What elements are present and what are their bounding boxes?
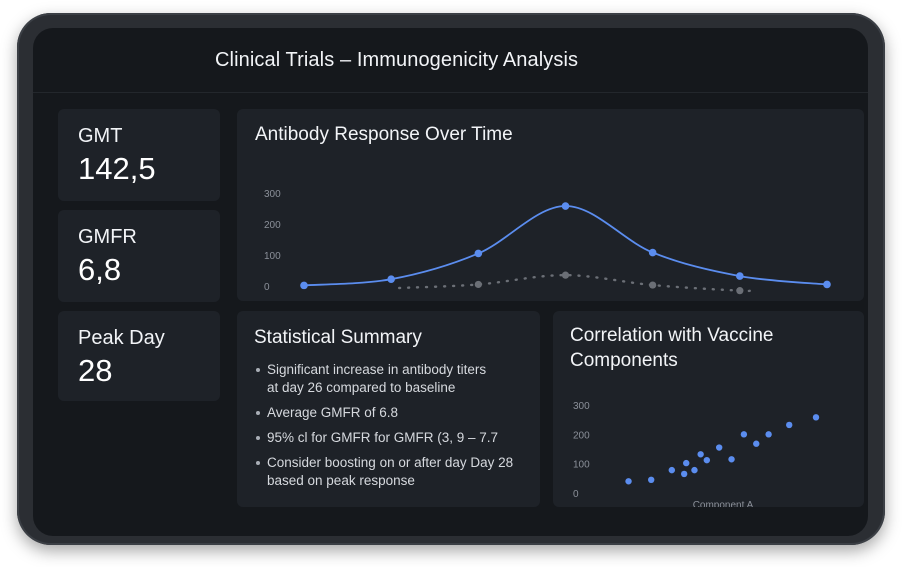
scatter-point — [680, 470, 688, 478]
summary-title: Statistical Summary — [254, 327, 422, 348]
kpi-label: GMT — [78, 125, 123, 147]
kpi-label: GMFR — [78, 226, 137, 248]
scatter-point — [625, 478, 632, 485]
kpi-value: 6,8 — [78, 252, 122, 287]
y-tick-label: 100 — [573, 460, 590, 471]
chart-title: Correlation with Vaccine Components — [570, 325, 774, 371]
kpi-value: 28 — [78, 353, 113, 388]
main-series-point — [387, 275, 395, 283]
bullet-icon — [256, 368, 260, 372]
chart-title: Antibody Response Over Time — [255, 124, 513, 145]
dotted-series-point — [649, 281, 657, 289]
app-header: Clinical Trials – Immunogenicity Analysi… — [33, 28, 868, 93]
scatter-point — [691, 466, 698, 474]
correlation-scatter-chart: 0 100 200 300 Component A — [573, 401, 820, 507]
y-tick-label: 0 — [264, 282, 270, 293]
correlation-card: Correlation with Vaccine Components 0 100… — [553, 311, 864, 507]
summary-item: Significant increase in antibody titers … — [255, 361, 540, 397]
main-series-point — [561, 202, 570, 210]
dotted-series-point — [736, 287, 744, 295]
scatter-point — [697, 451, 704, 458]
summary-item: Average GMFR of 6.8 — [255, 404, 540, 422]
main-series-point — [474, 249, 483, 258]
scatter-point — [715, 444, 723, 451]
bullet-icon — [256, 461, 260, 465]
summary-item-line: Average GMFR of 6.8 — [267, 405, 399, 420]
scatter-point — [683, 459, 690, 467]
y-tick-label: 0 — [573, 489, 579, 500]
y-tick-label: 200 — [573, 430, 590, 441]
x-axis-label: Component A — [693, 500, 754, 507]
summary-item-line: at day 26 compared to baseline — [267, 380, 456, 395]
scatter-point — [740, 431, 748, 438]
y-tick-label: 300 — [573, 401, 590, 412]
scatter-point — [786, 421, 793, 429]
main-series-point — [823, 280, 831, 289]
main-series-point — [300, 281, 308, 290]
summary-item-line: Significant increase in antibody titers — [267, 362, 487, 377]
dotted-series-point — [474, 280, 482, 289]
kpi-card-gmt: GMT 142,5 — [58, 109, 220, 201]
summary-list: Significant increase in antibody titers … — [255, 361, 540, 497]
main-series-point — [736, 272, 744, 280]
summary-item-line: 95% cl for GMFR for GMFR (3, 9 – 7.7 — [267, 430, 499, 445]
scatter-point — [703, 456, 711, 464]
antibody-response-card: Antibody Response Over Time 010020030007… — [237, 109, 864, 301]
dotted-series-line — [397, 273, 752, 293]
summary-item: Consider boosting on or after day Day 28… — [255, 454, 540, 490]
y-tick-label: 200 — [264, 220, 281, 231]
summary-item: 95% cl for GMFR for GMFR (3, 9 – 7.7 — [255, 429, 540, 447]
page-title: Clinical Trials – Immunogenicity Analysi… — [215, 49, 579, 71]
antibody-line-chart: 0100200300071421283542 — [264, 189, 831, 295]
kpi-label: Peak Day — [78, 327, 165, 349]
kpi-card-gmfr: GMFR 6,8 — [58, 210, 220, 302]
kpi-value: 142,5 — [78, 151, 156, 186]
app-screen: Clinical Trials – Immunogenicity Analysi… — [33, 28, 868, 536]
statistical-summary-card: Statistical Summary Significant increase… — [237, 311, 540, 507]
scatter-point — [728, 456, 735, 463]
scatter-point — [765, 431, 772, 438]
device-frame: Clinical Trials – Immunogenicity Analysi… — [17, 13, 885, 545]
y-tick-label: 300 — [264, 189, 281, 200]
scatter-point — [648, 476, 655, 483]
y-tick-label: 100 — [264, 251, 281, 262]
main-series-point — [648, 248, 657, 257]
bullet-icon — [256, 411, 260, 415]
scatter-point — [812, 414, 820, 421]
summary-item-line: Consider boosting on or after day Day 28 — [267, 455, 514, 470]
scatter-point — [668, 466, 675, 474]
dotted-series-point — [561, 271, 570, 279]
kpi-card-peak-day: Peak Day 28 — [58, 311, 220, 401]
bullet-icon — [256, 436, 260, 440]
summary-item-line: based on peak response — [267, 473, 415, 488]
scatter-point — [753, 440, 760, 447]
